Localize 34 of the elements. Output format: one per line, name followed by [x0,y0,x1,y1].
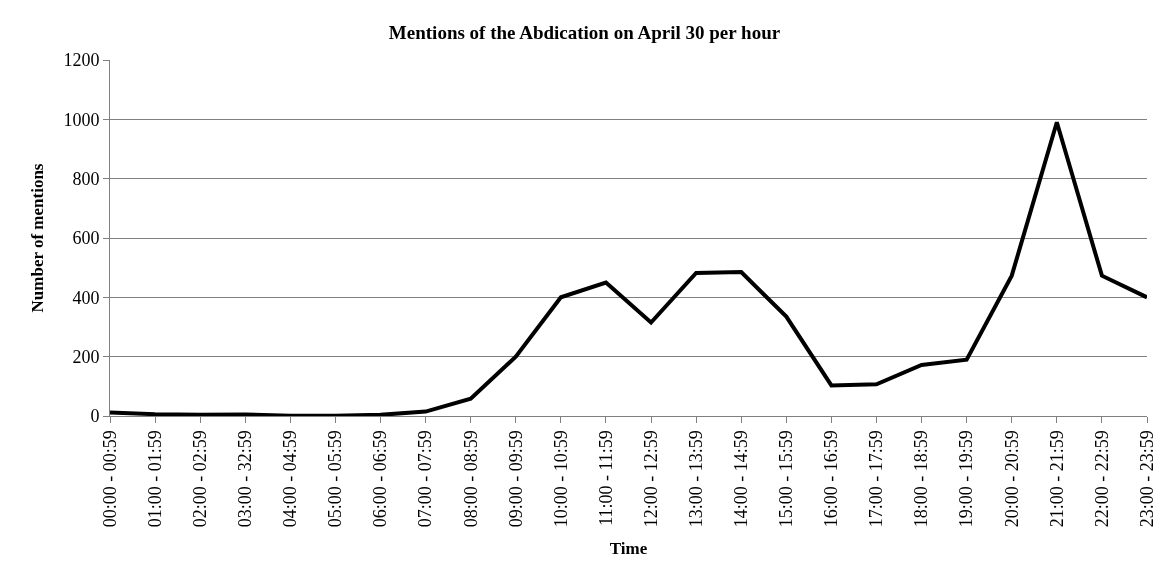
x-tick-label: 05:00 - 05:59 [325,430,346,528]
x-tick-label: 07:00 - 07:59 [415,430,436,528]
y-tick-label: 200 [72,346,100,367]
x-tick-label: 09:00 - 09:59 [505,430,526,528]
x-tick-label: 15:00 - 15:59 [776,430,797,528]
x-tick-label: 18:00 - 18:59 [911,430,932,528]
x-tick-label: 02:00 - 02:59 [190,430,211,528]
x-tick-label: 04:00 - 04:59 [280,430,301,528]
x-tick-label: 20:00 - 20:59 [1001,430,1022,528]
x-tick-label: 23:00 - 23:59 [1136,430,1157,528]
x-tick-label: 03:00 - 32:59 [235,430,256,528]
x-tick-label: 00:00 - 00:59 [99,430,120,528]
x-tick-label: 16:00 - 16:59 [821,430,842,528]
chart-title: Mentions of the Abdication on April 30 per hour [388,21,781,43]
x-tick-label: 22:00 - 22:59 [1091,430,1112,528]
y-tick-label: 0 [90,406,100,427]
x-tick-label: 08:00 - 08:59 [460,430,481,528]
x-tick-label: 06:00 - 06:59 [370,430,391,528]
x-tick-label: 01:00 - 01:59 [144,430,165,528]
x-tick-label: 12:00 - 12:59 [640,430,661,528]
y-tick-label: 800 [72,168,100,189]
x-tick-label: 13:00 - 13:59 [685,430,706,528]
y-tick-label: 600 [72,228,100,249]
y-axis-title: Number of mentions [27,163,47,313]
x-tick-label: 19:00 - 19:59 [956,430,977,528]
x-tick-label: 14:00 - 14:59 [731,430,752,528]
x-axis-title: Time [609,538,648,558]
x-tick-label: 17:00 - 17:59 [866,430,887,528]
y-tick-label: 400 [72,287,100,308]
x-tick-label: 11:00 - 11:59 [595,430,616,526]
x-tick-label: 21:00 - 21:59 [1046,430,1067,528]
y-tick-label: 1000 [63,109,100,130]
y-tick-label: 1200 [63,50,100,71]
x-tick-label: 10:00 - 10:59 [550,430,571,528]
